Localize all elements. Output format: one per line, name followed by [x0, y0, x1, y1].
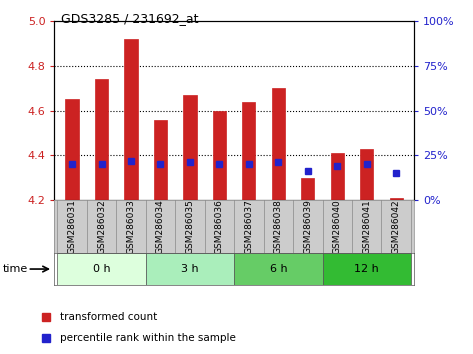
Text: GSM286041: GSM286041 — [362, 199, 371, 254]
Text: GDS3285 / 231692_at: GDS3285 / 231692_at — [61, 12, 199, 25]
Text: 0 h: 0 h — [93, 264, 110, 274]
Text: GSM286037: GSM286037 — [245, 199, 254, 254]
Text: GSM286034: GSM286034 — [156, 199, 165, 254]
Bar — [323, 253, 411, 285]
Bar — [360, 149, 373, 200]
Bar — [272, 88, 285, 200]
Text: transformed count: transformed count — [60, 312, 157, 322]
Text: GSM286036: GSM286036 — [215, 199, 224, 254]
Bar — [331, 153, 344, 200]
Bar — [242, 102, 255, 200]
Bar — [301, 178, 315, 200]
Bar — [124, 39, 138, 200]
Bar — [65, 99, 79, 200]
Text: GSM286040: GSM286040 — [333, 199, 342, 254]
Bar — [184, 95, 197, 200]
Text: GSM286038: GSM286038 — [274, 199, 283, 254]
Text: 3 h: 3 h — [181, 264, 199, 274]
Text: GSM286039: GSM286039 — [303, 199, 312, 254]
Text: GSM286035: GSM286035 — [185, 199, 194, 254]
Bar — [95, 79, 108, 200]
Text: percentile rank within the sample: percentile rank within the sample — [60, 332, 236, 343]
Text: GSM286033: GSM286033 — [126, 199, 135, 254]
Text: GSM286042: GSM286042 — [392, 199, 401, 254]
Bar — [390, 198, 403, 200]
Bar — [213, 111, 226, 200]
Text: time: time — [2, 264, 27, 274]
Bar — [154, 120, 167, 200]
Text: GSM286031: GSM286031 — [68, 199, 77, 254]
Text: GSM286032: GSM286032 — [97, 199, 106, 254]
Text: 12 h: 12 h — [354, 264, 379, 274]
Text: 6 h: 6 h — [270, 264, 287, 274]
Bar — [146, 253, 234, 285]
Bar — [234, 253, 323, 285]
Bar — [57, 253, 146, 285]
